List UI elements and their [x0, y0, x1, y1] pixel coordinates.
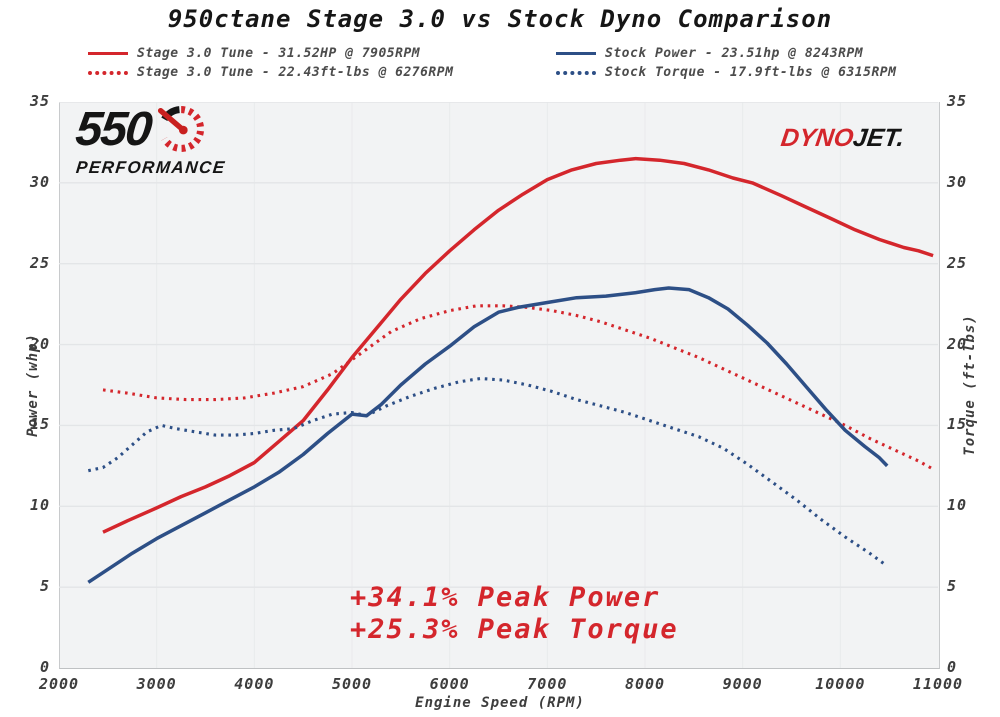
legend: Stage 3.0 Tune - 31.52HP @ 7905RPM Stage …	[88, 44, 948, 82]
dyno-curves-svg	[59, 102, 938, 668]
legend-label: Stock Power - 23.51hp @ 8243RPM	[605, 46, 864, 61]
x-tick-label: 3000	[136, 675, 177, 693]
legend-item: Stock Power - 23.51hp @ 8243RPM	[556, 44, 948, 63]
x-tick-label: 10000	[815, 675, 866, 693]
curve-stage-3-0-tune-power	[102, 156, 934, 534]
y-tick-label-right: 30	[947, 172, 968, 191]
y-tick-label-left: 15	[29, 415, 50, 434]
y-tick-label-left: 30	[29, 172, 50, 191]
dynojet-logo: DYNOJET.	[779, 124, 906, 153]
y-tick-label-left: 25	[29, 253, 50, 272]
y-tick-label-right: 25	[947, 253, 968, 272]
curve-stock-power	[87, 286, 889, 584]
y-tick-label-right: 0	[947, 658, 958, 676]
dynojet-logo-jet: JET.	[851, 124, 907, 152]
peak-gain-annotation: +34.1% Peak Power +25.3% Peak Torque	[350, 582, 679, 646]
550-performance-logo: 550 PERFORMANCE	[73, 103, 246, 178]
y-tick-label-right: 20	[947, 334, 968, 353]
y-tick-label-left: 35	[29, 92, 50, 110]
legend-swatch-dotted	[556, 70, 596, 75]
legend-label: Stage 3.0 Tune - 22.43ft-lbs @ 6276RPM	[137, 65, 454, 80]
y-tick-label-left: 10	[29, 496, 50, 515]
dynojet-logo-dyno: DYNO	[779, 124, 856, 152]
y-axis-label-torque: Torque (ft-lbs)	[962, 314, 978, 456]
chart-title: 950ctane Stage 3.0 vs Stock Dyno Compari…	[167, 5, 833, 33]
550-logo-word: PERFORMANCE	[75, 158, 227, 177]
legend-item: Stage 3.0 Tune - 22.43ft-lbs @ 6276RPM	[88, 63, 556, 82]
gauge-icon	[158, 106, 205, 152]
legend-swatch-dotted	[88, 70, 128, 75]
x-axis-label: Engine Speed (RPM)	[415, 695, 585, 711]
x-tick-label: 6000	[429, 675, 470, 693]
y-tick-label-right: 5	[947, 577, 958, 596]
x-tick-label: 9000	[722, 675, 763, 693]
peak-torque-gain: +25.3% Peak Torque	[350, 614, 679, 645]
y-tick-label-left: 5	[39, 577, 50, 596]
legend-label: Stock Torque - 17.9ft-lbs @ 6315RPM	[605, 65, 897, 80]
y-tick-label-left: 0	[39, 658, 50, 676]
y-axis-label-power: Power (whp)	[25, 333, 41, 437]
curve-stock-torque	[87, 376, 889, 568]
y-tick-label-right: 35	[947, 92, 968, 110]
x-tick-label: 4000	[234, 675, 275, 693]
y-tick-label-left: 20	[29, 334, 50, 353]
x-tick-label: 8000	[624, 675, 666, 693]
legend-label: Stage 3.0 Tune - 31.52HP @ 7905RPM	[137, 46, 421, 61]
legend-swatch-solid	[556, 52, 596, 55]
plot-area	[59, 102, 940, 669]
y-tick-label-right: 10	[947, 496, 968, 515]
x-tick-label: 5000	[331, 675, 373, 693]
x-tick-label: 2000	[38, 675, 80, 693]
550-logo-number: 550	[73, 103, 153, 156]
legend-item: Stage 3.0 Tune - 31.52HP @ 7905RPM	[88, 44, 556, 63]
legend-swatch-solid	[88, 52, 128, 55]
legend-item: Stock Torque - 17.9ft-lbs @ 6315RPM	[556, 63, 948, 82]
x-tick-label: 7000	[527, 675, 568, 693]
peak-power-gain: +34.1% Peak Power	[350, 582, 661, 613]
y-tick-label-right: 15	[947, 415, 968, 434]
x-tick-label: 11000	[912, 675, 964, 693]
